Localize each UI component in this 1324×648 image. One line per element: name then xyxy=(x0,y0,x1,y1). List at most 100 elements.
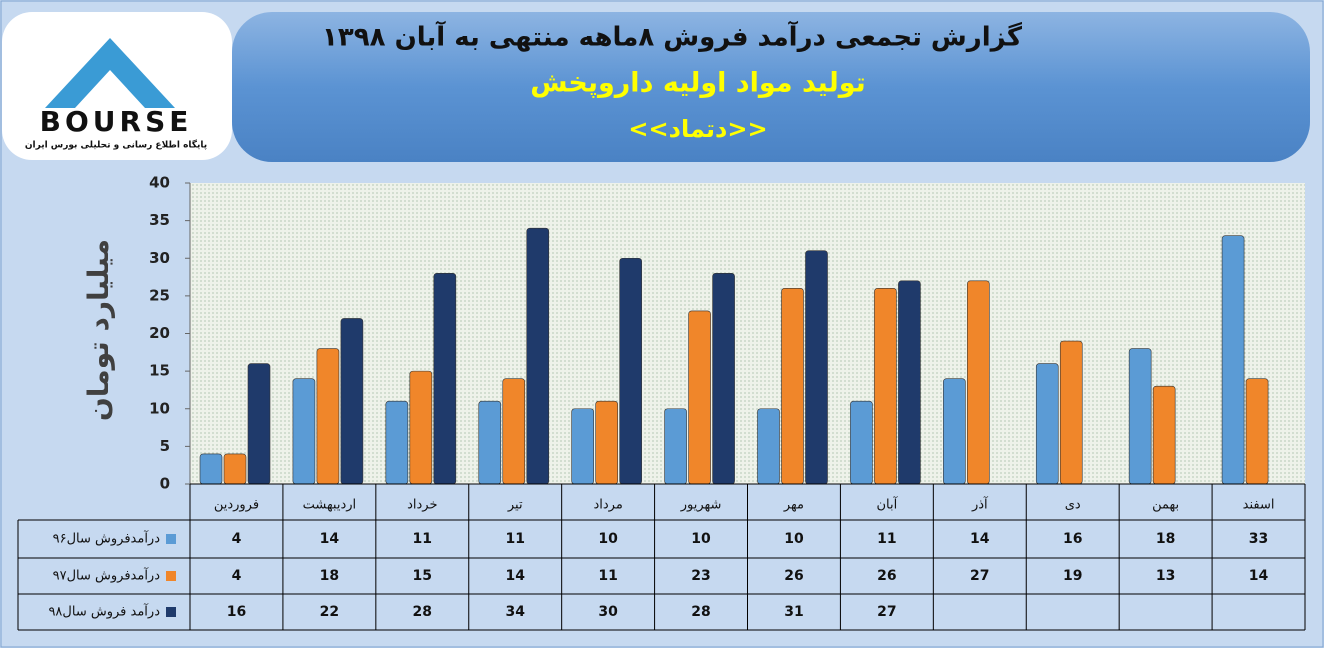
bar xyxy=(781,288,804,485)
table-value: 16 xyxy=(227,604,246,620)
table-value: 19 xyxy=(1063,568,1082,584)
table-value: 18 xyxy=(1156,531,1175,547)
table-value: 10 xyxy=(598,531,618,547)
bar xyxy=(433,272,457,485)
y-tick-label: 30 xyxy=(149,249,170,267)
bar xyxy=(874,288,897,485)
x-tick-label: مهر xyxy=(783,498,804,513)
table-value: 11 xyxy=(505,531,524,547)
table-value: 11 xyxy=(598,568,617,584)
y-tick-label: 0 xyxy=(160,475,170,493)
table-value: 34 xyxy=(505,604,525,620)
bar xyxy=(967,280,990,485)
x-tick-label: شهریور xyxy=(680,498,722,513)
table-value: 4 xyxy=(232,568,242,584)
bar xyxy=(1245,378,1269,485)
x-tick-label: دی xyxy=(1065,498,1081,513)
table-value: 33 xyxy=(1249,531,1268,547)
y-tick-label: 20 xyxy=(149,324,170,342)
table-value: 11 xyxy=(877,531,896,547)
table-value: 31 xyxy=(784,604,803,620)
bar xyxy=(1152,385,1176,485)
legend-label: درآمدفروش سال۹۶ xyxy=(53,530,161,547)
bar xyxy=(688,310,711,485)
plot-area xyxy=(190,183,1305,484)
y-tick-label: 5 xyxy=(160,437,170,455)
table-value: 27 xyxy=(970,568,989,584)
y-tick-label: 40 xyxy=(149,174,170,192)
bar xyxy=(664,408,687,485)
logo-tagline: پایگاه اطلاع رسانی و تحلیلی بورس ایران xyxy=(25,139,207,151)
bar xyxy=(1059,340,1083,485)
bar xyxy=(619,257,642,485)
table-value: 27 xyxy=(877,604,896,620)
table-value: 16 xyxy=(1063,531,1082,547)
bar xyxy=(502,378,526,485)
chart-title: گزارش تجمعی درآمد فروش ۸ماهه منتهی به آب… xyxy=(322,21,1023,53)
bar xyxy=(712,272,735,485)
bar xyxy=(571,408,594,485)
logo-box xyxy=(2,12,232,160)
logo-mark xyxy=(45,38,175,108)
bar xyxy=(478,400,502,485)
table-value: 30 xyxy=(598,604,618,620)
table-value: 14 xyxy=(505,568,525,584)
bar xyxy=(898,280,921,485)
table-value: 28 xyxy=(413,604,432,620)
x-tick-label: آبان xyxy=(877,496,899,513)
bar xyxy=(526,227,550,485)
table-value: 23 xyxy=(691,568,710,584)
y-tick-label: 25 xyxy=(149,286,170,304)
bar xyxy=(292,378,316,485)
y-tick-label: 35 xyxy=(149,211,170,229)
logo-name: BOURSE xyxy=(40,105,193,138)
table-value: 4 xyxy=(232,531,242,547)
table-value: 14 xyxy=(1249,568,1269,584)
x-tick-label: آذر xyxy=(971,496,989,513)
legend-swatch xyxy=(166,534,176,544)
bar xyxy=(805,250,828,485)
table-value: 14 xyxy=(320,531,340,547)
table-value: 14 xyxy=(970,531,990,547)
table-value: 10 xyxy=(691,531,711,547)
table-value: 13 xyxy=(1156,568,1175,584)
bar xyxy=(850,400,873,485)
bar xyxy=(199,453,223,485)
bar xyxy=(757,408,780,485)
bar xyxy=(316,348,340,485)
bar xyxy=(1221,235,1245,485)
chart-subtitle: تولید مواد اولیه داروپخش xyxy=(530,68,866,99)
x-tick-label: اردیبهشت xyxy=(303,498,357,513)
bar xyxy=(1128,348,1152,485)
bar xyxy=(1035,363,1059,485)
x-tick-label: خرداد xyxy=(407,498,437,513)
bar xyxy=(340,318,364,485)
bar xyxy=(943,378,966,485)
y-axis-title: میلیارد تومان xyxy=(82,239,115,421)
y-tick-label: 10 xyxy=(149,399,170,417)
chart-subtitle2: <<دتماد>> xyxy=(628,115,767,143)
bar xyxy=(385,400,409,485)
legend-label: درآمدفروش سال۹۷ xyxy=(53,567,161,584)
table-value: 26 xyxy=(784,568,803,584)
x-tick-label: فروردین xyxy=(214,498,259,513)
x-tick-label: بهمن xyxy=(1152,498,1179,513)
table-value: 22 xyxy=(320,604,339,620)
legend-swatch xyxy=(166,571,176,581)
title-banner xyxy=(232,12,1310,162)
bar xyxy=(223,453,247,485)
bar xyxy=(409,370,433,485)
x-tick-label: مرداد xyxy=(593,498,622,513)
table-value: 28 xyxy=(691,604,710,620)
legend-label: درآمد فروش سال۹۸ xyxy=(48,603,160,620)
bar xyxy=(595,400,618,485)
table-value: 10 xyxy=(784,531,804,547)
table-value: 18 xyxy=(320,568,339,584)
legend-swatch xyxy=(166,607,176,617)
table-value: 15 xyxy=(413,568,432,584)
x-tick-label: اسفند xyxy=(1243,498,1275,513)
y-tick-label: 15 xyxy=(149,362,170,380)
x-tick-label: تیر xyxy=(507,498,523,513)
table-value: 26 xyxy=(877,568,896,584)
